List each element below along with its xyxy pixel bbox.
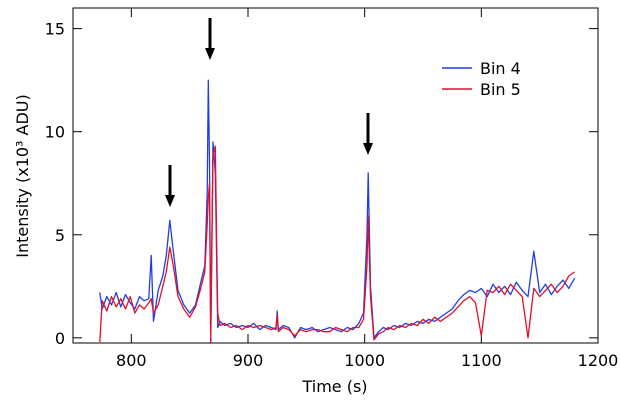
y-tick-label: 10 [45,123,65,142]
y-axis-label: Intensity (x10³ ADU) [13,94,32,258]
x-tick-label: 1100 [461,351,502,370]
y-tick-label: 0 [55,329,65,348]
y-tick-label: 5 [55,226,65,245]
legend-label: Bin 5 [480,80,521,99]
arrow-head [205,48,215,60]
arrow-head [363,143,373,155]
series-line [99,79,576,343]
legend-label: Bin 4 [480,59,521,78]
y-tick-label: 15 [45,20,65,39]
plot-frame [72,7,599,344]
x-tick-label: 1200 [578,351,619,370]
arrows [165,18,373,207]
x-tick-label: 800 [116,351,147,370]
arrow-head [165,195,175,207]
x-tick-label: 900 [233,351,264,370]
x-axis-label: Time (s) [301,377,367,396]
x-tick-label: 1000 [344,351,385,370]
series-line [99,145,576,343]
